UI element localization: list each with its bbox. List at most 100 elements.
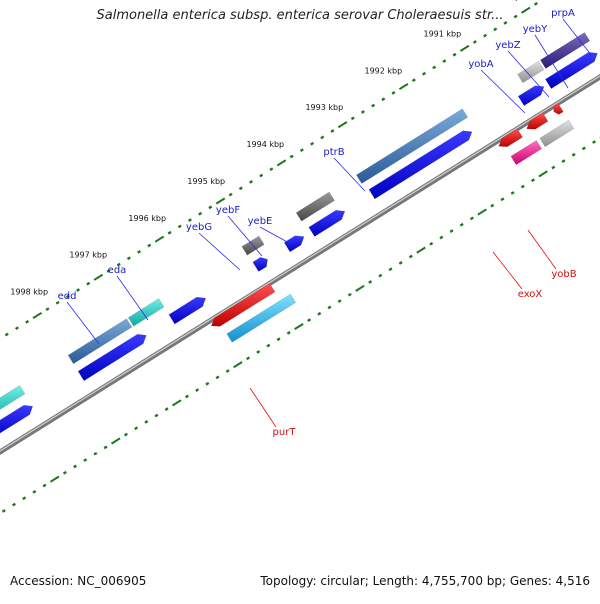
scale-tick-label: 1998 kbp (10, 288, 48, 297)
inner-tick (173, 400, 181, 405)
outer-tick (148, 245, 151, 247)
inner-tick (389, 268, 392, 270)
inner-tick (13, 504, 16, 506)
inner-tick (206, 383, 209, 385)
inner-tick (135, 427, 138, 429)
gene-label-yebZ: yebZ (495, 40, 520, 51)
outer-tick (209, 207, 212, 209)
outer-tick (460, 46, 468, 51)
accession-label: Accession: NC_006905 (10, 574, 146, 588)
inner-tick (430, 243, 433, 245)
outer-tick (372, 105, 375, 107)
scale-tick-label: 1994 kbp (246, 140, 284, 149)
inner-tick (582, 148, 585, 150)
outer-tick (535, 3, 538, 5)
inner-tick (471, 218, 474, 220)
gene-leader-line (481, 70, 525, 113)
inner-tick (277, 338, 280, 340)
outer-tick (351, 117, 354, 119)
inner-tick (155, 415, 158, 417)
inner-tick (234, 362, 242, 367)
gene-label-yobA: yobA (468, 59, 493, 70)
outer-tick (277, 160, 285, 165)
gene-leader-line (117, 276, 148, 320)
inner-tick (145, 421, 148, 423)
inner-tick (356, 286, 364, 291)
inner-tick (287, 332, 290, 334)
outer-tick (199, 213, 202, 215)
outer-tick (423, 73, 426, 75)
forward-cds (284, 236, 304, 252)
outer-tick (260, 175, 263, 177)
backbone-highlight (0, 48, 600, 472)
inner-tick (74, 466, 77, 468)
forward-cds (78, 334, 146, 381)
backbone-line (0, 49, 600, 473)
outer-tick (128, 257, 131, 259)
gene-leader-line (67, 302, 99, 344)
outer-tick (290, 156, 293, 158)
inner-tick (399, 262, 402, 264)
outer-tick (77, 289, 80, 291)
outer-tick (178, 226, 181, 228)
gene-label-yebG: yebG (186, 222, 212, 233)
outer-tick (433, 67, 436, 69)
gene-leader-line (528, 230, 556, 269)
outer-tick (229, 194, 232, 196)
inner-tick (450, 230, 453, 232)
reverse-cog-feature (540, 120, 574, 147)
gene-label-yobB: yobB (551, 269, 576, 280)
gene-features (0, 30, 600, 438)
forward-cog-feature (518, 61, 545, 83)
gene-label-purT: purT (273, 427, 297, 438)
gene-label-eda: eda (108, 265, 127, 276)
inner-tick (2, 510, 5, 512)
outer-tick (362, 111, 365, 113)
outer-tick (270, 168, 273, 170)
outer-tick (412, 79, 415, 81)
gene-leader-line (493, 252, 522, 289)
forward-cog-feature (128, 299, 164, 327)
scale-tick-label: 1990 kbp (483, 0, 521, 1)
inner-tick (562, 160, 565, 162)
inner-tick (165, 408, 168, 410)
gene-label-edd: edd (58, 291, 77, 302)
inner-tick (33, 491, 36, 493)
inner-tick (308, 319, 311, 321)
outer-tick (331, 130, 334, 132)
outer-tick (56, 302, 59, 304)
inner-tick (267, 345, 270, 347)
outer-tick (189, 219, 192, 221)
inner-tick (43, 485, 46, 487)
inner-tick (112, 438, 120, 443)
outer-tick (338, 122, 346, 127)
inner-tick (104, 446, 107, 448)
scale-tick-label: 1992 kbp (364, 66, 402, 75)
outer-tick (321, 137, 324, 139)
inner-tick (64, 472, 67, 474)
outer-tick (46, 308, 49, 310)
scale-tick-label: 1996 kbp (128, 214, 166, 223)
inner-tick (460, 224, 463, 226)
scale-tick-label: 1997 kbp (69, 251, 107, 260)
inner-tick (369, 281, 372, 283)
inner-tick (328, 307, 331, 309)
outer-tick (301, 149, 304, 151)
outer-tick (392, 92, 395, 94)
outer-tick (87, 283, 90, 285)
reverse-cds (554, 103, 564, 114)
outer-tick (484, 35, 487, 37)
inner-tick (552, 167, 555, 169)
inner-tick (379, 275, 382, 277)
outer-tick (399, 84, 407, 89)
inner-tick (348, 294, 351, 296)
genome-summary: Topology: circular; Length: 4,755,700 bp… (260, 574, 590, 588)
inner-tick (186, 396, 189, 398)
inner-tick (257, 351, 260, 353)
backbone (0, 48, 600, 473)
inner-tick (247, 357, 250, 359)
inner-tick (125, 434, 128, 436)
inner-tick (572, 154, 575, 156)
